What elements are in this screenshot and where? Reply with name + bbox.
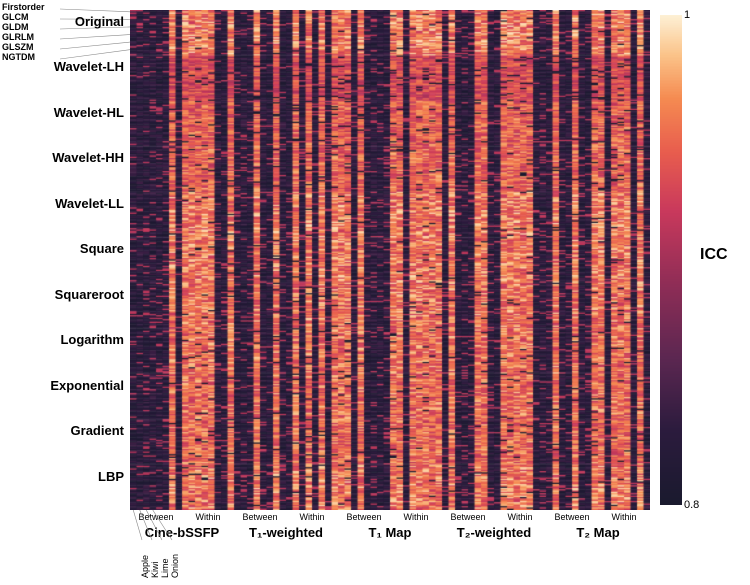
row-group-label: Wavelet-LH xyxy=(54,59,124,74)
row-group-label: Wavelet-HL xyxy=(54,105,124,120)
between-within-label: Between xyxy=(138,512,173,522)
fruit-label: Lime xyxy=(160,558,170,578)
colorbar-tick-min: 0.8 xyxy=(684,499,699,511)
row-group-label: Square xyxy=(80,241,124,256)
sequence-label: T₁-weighted xyxy=(249,525,323,540)
between-within-label: Within xyxy=(299,512,324,522)
colorbar-tick-max: 1 xyxy=(684,9,690,21)
between-within-label: Between xyxy=(242,512,277,522)
fruit-label: Kiwi xyxy=(150,561,160,578)
between-within-label: Between xyxy=(346,512,381,522)
row-group-label: Squareroot xyxy=(55,287,124,302)
colorbar xyxy=(660,15,682,505)
between-within-label: Within xyxy=(507,512,532,522)
fruit-label: Onion xyxy=(170,554,180,578)
sequence-label: T₂-weighted xyxy=(457,525,531,540)
row-group-label: LBP xyxy=(98,469,124,484)
row-group-label: Original xyxy=(75,14,124,29)
between-within-label: Within xyxy=(611,512,636,522)
chart-container: FirstorderGLCMGLDMGLRLMGLSZMNGTDM Origin… xyxy=(0,0,750,585)
row-group-labels: Original Wavelet-LH Wavelet-HL Wavelet-HH Wa… xyxy=(0,10,128,510)
fruit-label: Apple xyxy=(140,555,150,578)
row-group-label: Logarithm xyxy=(60,332,124,347)
row-group-label: Wavelet-HH xyxy=(52,150,124,165)
between-within-label: Within xyxy=(403,512,428,522)
sequence-label: T₂ Map xyxy=(576,525,619,540)
row-group-label: Wavelet-LL xyxy=(55,196,124,211)
between-within-label: Between xyxy=(450,512,485,522)
row-group-label: Gradient xyxy=(71,423,124,438)
between-within-label: Between xyxy=(554,512,589,522)
sequence-label: Cine-bSSFP xyxy=(145,525,219,540)
sequence-label: T₁ Map xyxy=(369,525,412,540)
colorbar-title: ICC xyxy=(700,246,728,264)
between-within-label: Within xyxy=(195,512,220,522)
row-group-label: Exponential xyxy=(50,378,124,393)
icc-heatmap xyxy=(130,10,650,510)
